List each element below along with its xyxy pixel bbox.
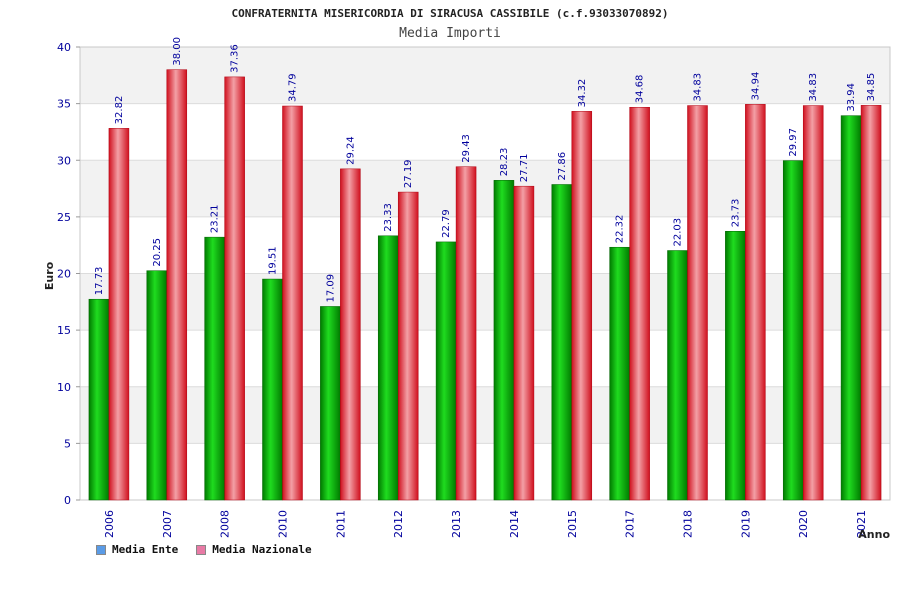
y-tick-label: 5 bbox=[64, 437, 71, 450]
data-label: 37.36 bbox=[230, 44, 241, 73]
grid-band bbox=[80, 386, 890, 444]
bar-media-nazionale-2010 bbox=[282, 105, 303, 501]
plot-area: 0 5 10 15 20 25 30 35 40 17.73 32.82 2006 20.25 38.00… bbox=[57, 37, 891, 538]
data-label: 23.33 bbox=[383, 203, 394, 232]
data-label: 22.03 bbox=[673, 218, 684, 247]
data-label: 34.68 bbox=[635, 75, 646, 104]
bar-media-nazionale-2015 bbox=[571, 111, 593, 501]
data-label: 34.85 bbox=[866, 73, 877, 102]
data-label: 34.83 bbox=[808, 73, 819, 102]
x-tick-label: 2020 bbox=[797, 510, 810, 538]
data-label: 29.43 bbox=[461, 134, 472, 163]
data-label: 22.79 bbox=[441, 209, 452, 238]
bar-media-nazionale-2007 bbox=[166, 69, 188, 501]
bar-media-ente-2018 bbox=[667, 250, 688, 501]
bar-media-nazionale-2017 bbox=[629, 106, 650, 501]
data-label: 17.73 bbox=[94, 267, 105, 296]
x-tick-label: 2010 bbox=[277, 510, 290, 538]
x-tick-label: 2021 bbox=[855, 510, 868, 538]
bar-media-nazionale-2014 bbox=[513, 185, 535, 501]
legend-label-media-nazionale: Media Nazionale bbox=[212, 543, 312, 556]
data-label: 34.32 bbox=[577, 79, 588, 108]
bar-media-ente-2017 bbox=[609, 246, 630, 501]
x-tick-label: 2006 bbox=[103, 510, 116, 538]
bar-media-ente-2014 bbox=[493, 180, 515, 501]
legend-swatch-media-ente bbox=[96, 544, 106, 555]
bar-media-ente-2019 bbox=[725, 231, 746, 501]
x-tick-label: 2012 bbox=[392, 510, 405, 538]
data-label: 33.94 bbox=[846, 83, 857, 112]
x-tick-label: 2013 bbox=[450, 510, 463, 538]
chart-title: CONFRATERNITA MISERICORDIA DI SIRACUSA C… bbox=[231, 7, 668, 20]
y-tick-label: 40 bbox=[57, 41, 71, 54]
data-label: 34.79 bbox=[288, 73, 299, 102]
bar-media-ente-2021 bbox=[840, 115, 862, 501]
bar-media-ente-2013 bbox=[435, 241, 457, 501]
grid-band bbox=[80, 273, 890, 331]
data-label: 17.09 bbox=[325, 274, 336, 303]
chart-subtitle: Media Importi bbox=[399, 26, 501, 41]
x-axis-label: Anno bbox=[858, 528, 890, 541]
bar-media-nazionale-2018 bbox=[687, 105, 708, 501]
bar-media-nazionale-2008 bbox=[224, 76, 245, 501]
grid-band bbox=[80, 47, 890, 104]
y-tick-label: 20 bbox=[57, 268, 71, 281]
x-tick-label: 2014 bbox=[508, 510, 521, 538]
y-tick-label: 15 bbox=[57, 324, 71, 337]
bar-media-ente-2012 bbox=[377, 235, 399, 501]
y-tick-label: 25 bbox=[57, 211, 71, 224]
data-label: 34.83 bbox=[693, 73, 704, 102]
bar-media-ente-2015 bbox=[551, 184, 573, 501]
data-label: 27.71 bbox=[519, 154, 530, 183]
data-label: 22.32 bbox=[615, 215, 626, 244]
y-tick-label: 30 bbox=[57, 154, 71, 167]
x-tick-label: 2015 bbox=[566, 510, 579, 538]
data-label: 27.86 bbox=[557, 152, 568, 181]
x-tick-label: 2011 bbox=[334, 510, 347, 538]
y-tick-label: 0 bbox=[64, 494, 71, 507]
legend-item-media-nazionale: Media Nazionale bbox=[196, 543, 312, 556]
data-label: 27.19 bbox=[403, 159, 414, 188]
bar-media-nazionale-2021 bbox=[860, 105, 882, 501]
bar-media-nazionale-2006 bbox=[108, 128, 130, 501]
data-label: 23.21 bbox=[210, 205, 221, 234]
data-label: 34.94 bbox=[750, 72, 761, 101]
x-tick-label: 2017 bbox=[624, 510, 637, 538]
data-label: 28.23 bbox=[499, 148, 510, 177]
data-label: 29.24 bbox=[345, 136, 356, 165]
data-label: 32.82 bbox=[114, 96, 125, 125]
y-tick-label: 10 bbox=[57, 381, 71, 394]
legend-swatch-media-nazionale bbox=[196, 544, 207, 555]
y-axis-label: Euro bbox=[43, 261, 56, 290]
data-label: 29.97 bbox=[788, 128, 799, 157]
data-label: 23.73 bbox=[730, 199, 741, 228]
x-tick-label: 2008 bbox=[219, 510, 232, 538]
bar-media-ente-2006 bbox=[88, 298, 110, 501]
y-tick-label: 35 bbox=[57, 98, 71, 111]
bar-media-ente-2007 bbox=[146, 270, 168, 501]
bar-media-nazionale-2012 bbox=[397, 191, 419, 501]
legend: Media Ente Media Nazionale bbox=[96, 543, 312, 556]
data-label: 20.25 bbox=[152, 238, 163, 267]
bar-media-nazionale-2013 bbox=[455, 166, 477, 501]
x-tick-label: 2019 bbox=[739, 510, 752, 538]
legend-label-media-ente: Media Ente bbox=[112, 543, 179, 556]
x-tick-label: 2018 bbox=[682, 510, 695, 538]
x-tick-label: 2007 bbox=[161, 510, 174, 538]
bar-media-ente-2008 bbox=[204, 236, 225, 501]
data-label: 19.51 bbox=[268, 246, 279, 275]
bar-media-ente-2020 bbox=[782, 160, 804, 501]
bar-media-nazionale-2020 bbox=[802, 105, 824, 501]
grid-band bbox=[80, 160, 890, 217]
legend-item-media-ente: Media Ente bbox=[96, 543, 178, 556]
bar-media-ente-2011 bbox=[320, 306, 341, 501]
bar-media-nazionale-2019 bbox=[745, 104, 766, 501]
data-label: 38.00 bbox=[172, 37, 183, 66]
bar-media-nazionale-2011 bbox=[340, 168, 361, 501]
bar-media-ente-2010 bbox=[262, 278, 283, 501]
